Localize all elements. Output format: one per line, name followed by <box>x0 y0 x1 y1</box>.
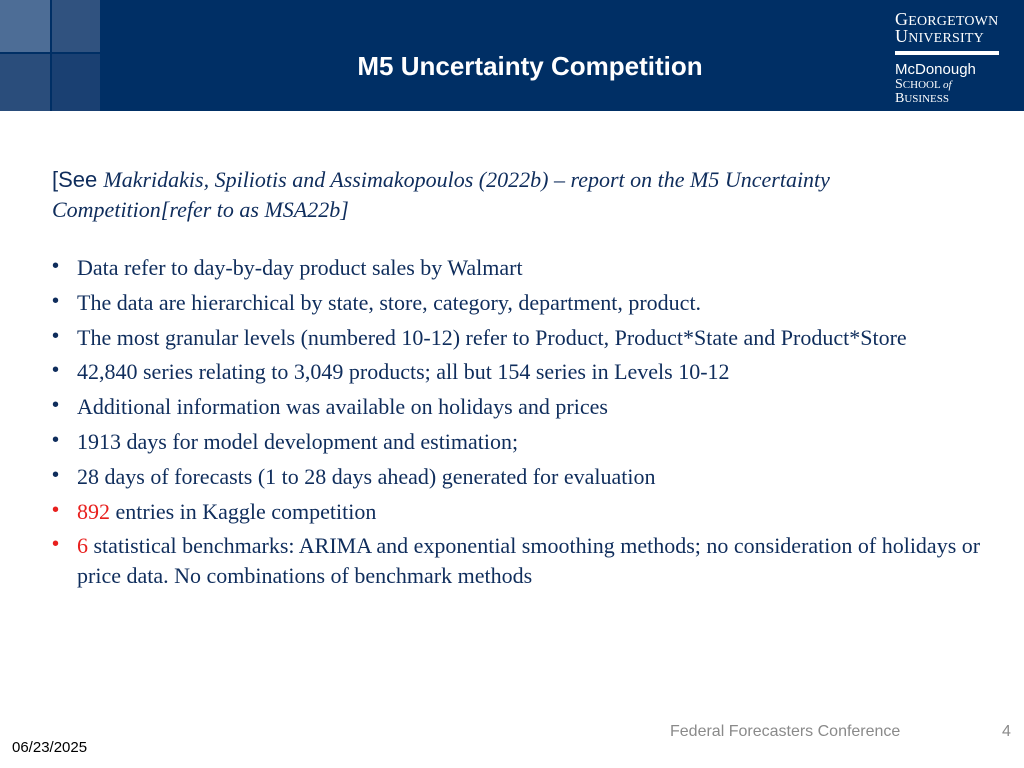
page-number: 4 <box>1002 723 1011 740</box>
bullet-item: • 6 statistical benchmarks: ARIMA and exp… <box>52 531 982 591</box>
bullet-icon: • <box>52 463 60 486</box>
header-band: M5 Uncertainty Competition GEORGETOWN UN… <box>0 0 1024 111</box>
slide-title: M5 Uncertainty Competition <box>357 51 703 81</box>
bullet-item: • 892 entries in Kaggle competition <box>52 497 982 527</box>
logo-mcdonough: McDonough <box>895 61 976 78</box>
logo-school-of-business: SCHOOL of BUSINESS <box>895 77 952 106</box>
bullet-item: • The data are hierarchical by state, sto… <box>52 288 982 318</box>
bullet-icon: • <box>52 498 60 521</box>
reference-description: – report on the M5 Uncertainty Competiti… <box>52 167 830 222</box>
georgetown-logo: GEORGETOWN UNIVERSITY McDonough SCHOOL o… <box>895 9 1003 106</box>
bullet-item: • 1913 days for model development and est… <box>52 427 982 457</box>
logo-divider <box>895 51 999 55</box>
reference-authors: Makridakis, Spiliotis and Assimakopoulos… <box>103 167 549 192</box>
intro-reference: [See Makridakis, Spiliotis and Assimakop… <box>52 167 830 222</box>
bullet-icon: • <box>52 289 60 312</box>
footer-date: 06/23/2025 <box>12 739 88 756</box>
bullet-icon: • <box>52 394 60 417</box>
footer-conference: Federal Forecasters Conference <box>670 723 901 740</box>
bullet-item: • The most granular levels (numbered 10-1… <box>52 323 982 353</box>
bullet-item: • Data refer to day-by-day product sales… <box>52 253 982 283</box>
bullet-icon: • <box>52 359 60 382</box>
bullet-item: • 42,840 series relating to 3,049 product… <box>52 357 982 387</box>
decorative-tile <box>52 54 100 111</box>
highlight-number: 892 <box>77 498 110 524</box>
highlight-number: 6 <box>77 533 88 559</box>
bullet-item: • Additional information was available on… <box>52 392 982 422</box>
decorative-tile <box>52 0 100 52</box>
bullet-icon: • <box>52 533 60 556</box>
logo-university: UNIVERSITY <box>895 26 984 46</box>
slide-body: [See Makridakis, Spiliotis and Assimakop… <box>52 165 982 596</box>
logo-georgetown: GEORGETOWN <box>895 9 999 29</box>
bullet-icon: • <box>52 324 60 347</box>
bullet-item: • 28 days of forecasts (1 to 28 days ahea… <box>52 462 982 492</box>
bullet-icon: • <box>52 255 60 277</box>
bullet-list: • Data refer to day-by-day product sales… <box>52 253 982 591</box>
decorative-tile <box>0 0 50 52</box>
bullet-icon: • <box>52 428 60 451</box>
decorative-tile <box>0 54 50 111</box>
